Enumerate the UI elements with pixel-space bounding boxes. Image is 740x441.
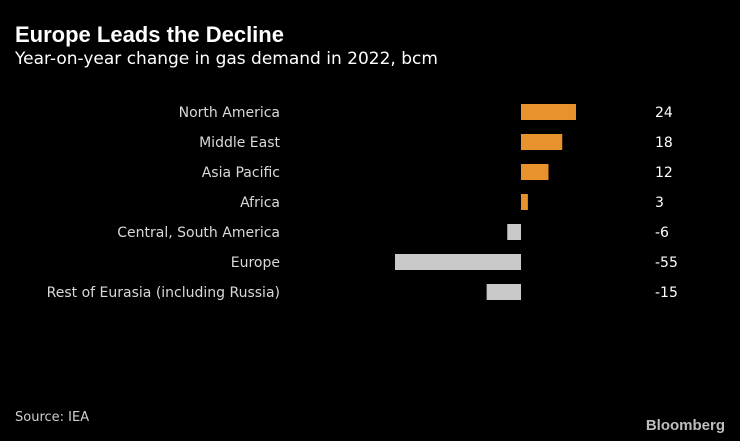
bar xyxy=(507,224,521,240)
chart-title: Europe Leads the Decline xyxy=(15,22,284,47)
value-label: -6 xyxy=(655,225,669,241)
bar xyxy=(521,164,549,180)
bar xyxy=(521,134,563,150)
bar xyxy=(521,104,576,120)
value-label: 12 xyxy=(655,165,673,181)
bar xyxy=(521,194,528,210)
category-label: North America xyxy=(179,105,280,121)
category-label: Rest of Eurasia (including Russia) xyxy=(47,285,280,301)
category-label: Asia Pacific xyxy=(202,165,280,181)
value-label: 24 xyxy=(655,105,673,121)
bloomberg-logo: Bloomberg xyxy=(645,417,725,434)
source-note: Source: IEA xyxy=(15,410,90,425)
category-label: Africa xyxy=(240,195,280,211)
bar xyxy=(486,284,521,300)
value-label: -55 xyxy=(655,255,678,271)
category-label: Middle East xyxy=(199,135,280,151)
value-label: 3 xyxy=(655,195,664,211)
chart-subtitle: Year-on-year change in gas demand in 202… xyxy=(15,49,438,69)
category-label: Central, South America xyxy=(117,225,280,241)
value-label: 18 xyxy=(655,135,673,151)
category-label: Europe xyxy=(231,255,280,271)
bar xyxy=(395,254,521,270)
value-label: -15 xyxy=(655,285,678,301)
